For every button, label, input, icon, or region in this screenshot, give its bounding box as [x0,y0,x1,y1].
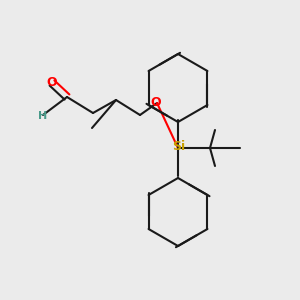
Text: O: O [47,76,57,88]
Text: O: O [151,95,161,109]
Text: H: H [38,111,48,121]
Text: Si: Si [172,140,186,154]
